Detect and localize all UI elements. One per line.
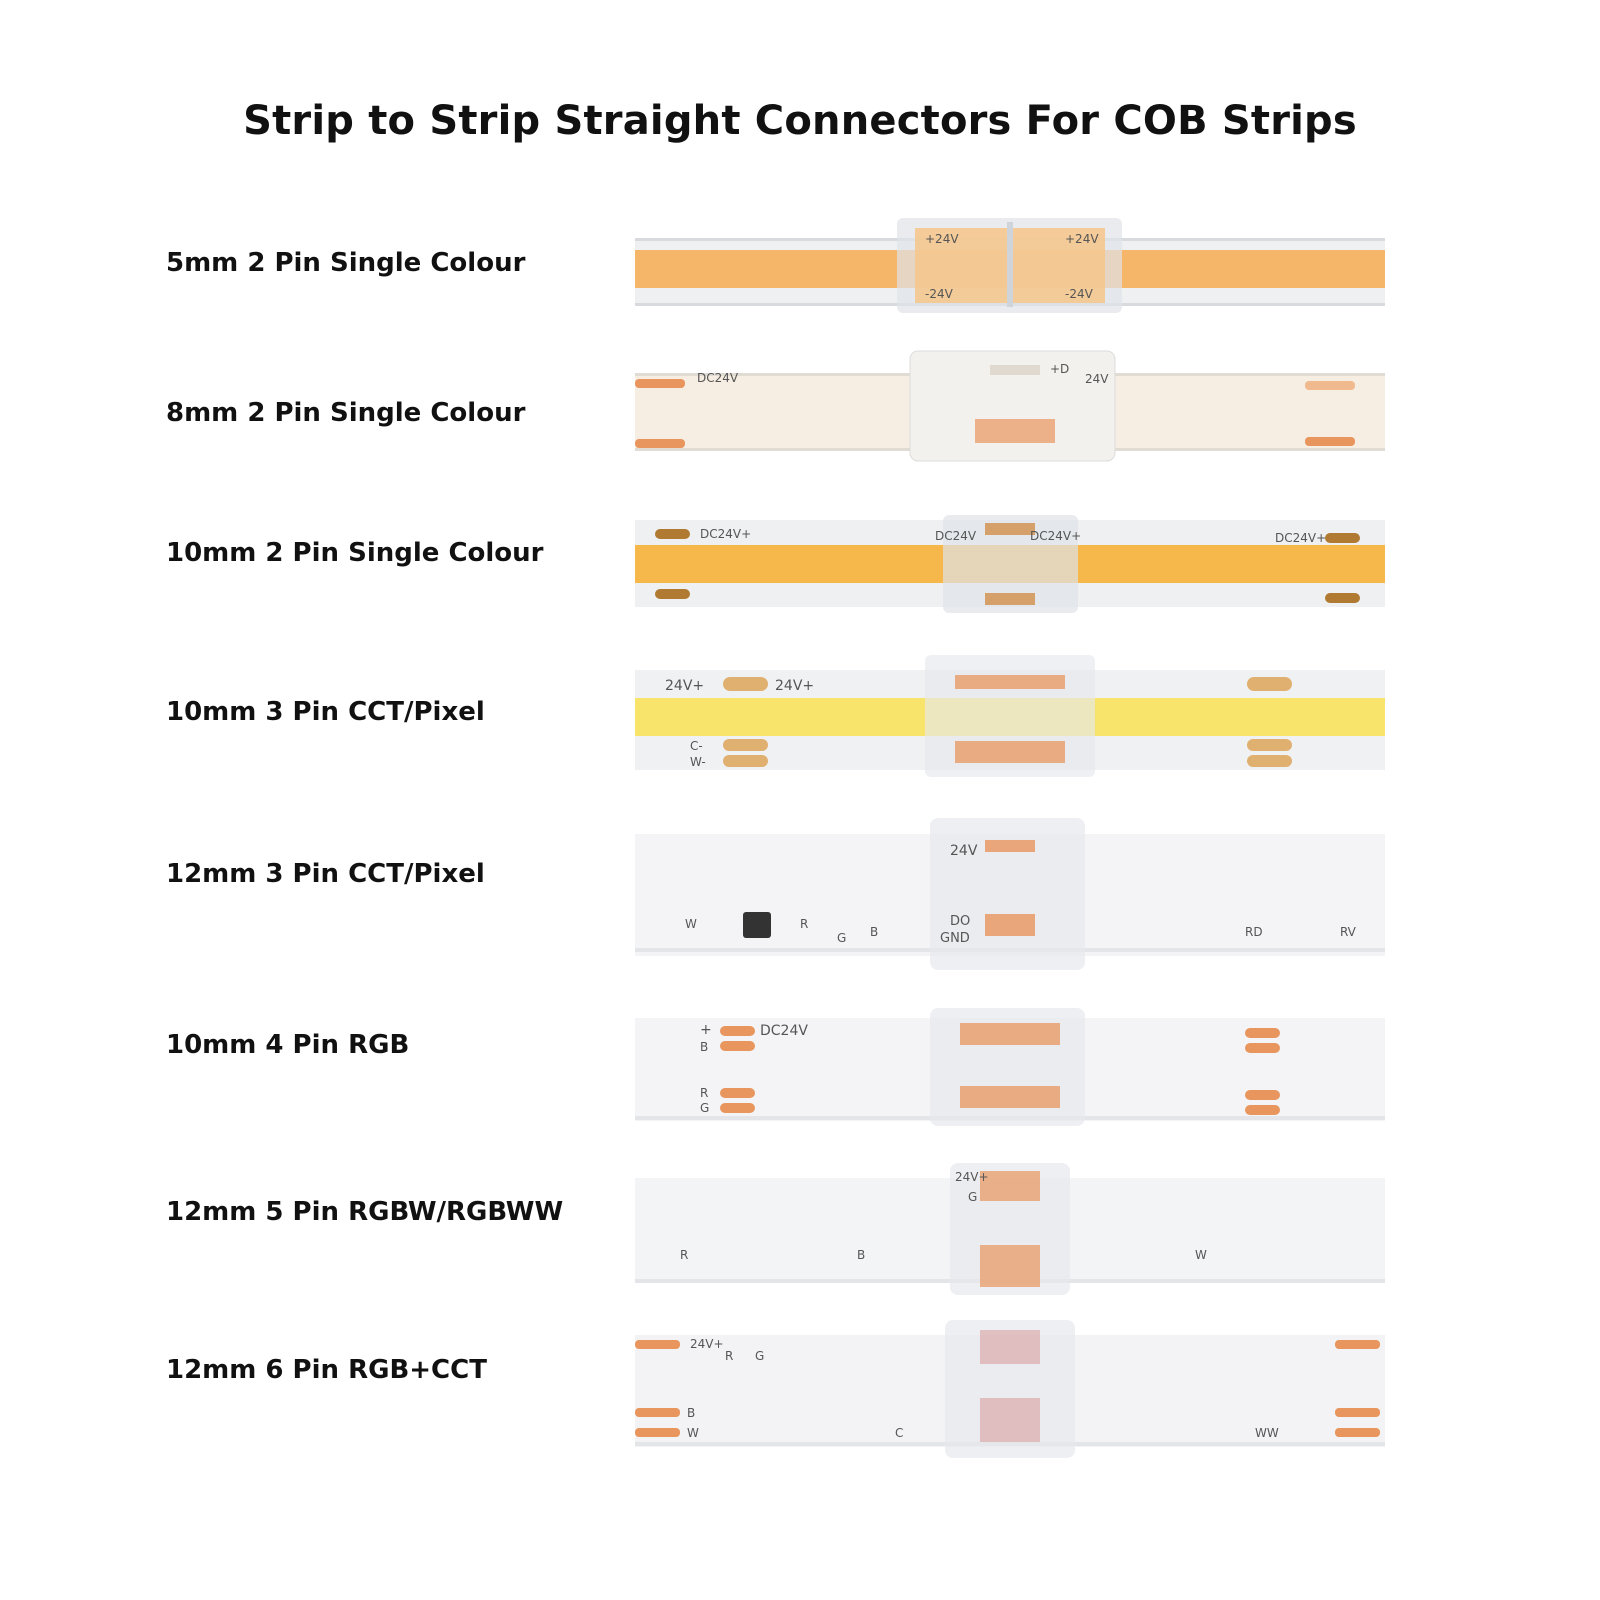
row-label-12mm-3pin: 12mm 3 Pin CCT/Pixel — [166, 859, 485, 889]
row-label-8mm-2pin: 8mm 2 Pin Single Colour — [166, 398, 526, 428]
pin-label: W — [687, 1426, 699, 1440]
pin-label: 24V+ — [775, 678, 814, 694]
row-label-12mm-5pin: 12mm 5 Pin RGBW/RGBWW — [166, 1197, 564, 1227]
strip-image-10mm-2pin: DC24V+ DC24V+ DC24V DC24V+ — [635, 515, 1385, 613]
pin-label: +D — [1050, 362, 1069, 376]
pin-label: DO — [950, 914, 970, 929]
row-label-10mm-3pin: 10mm 3 Pin CCT/Pixel — [166, 697, 485, 727]
pin-label: GND — [940, 931, 970, 946]
pin-label: 24V — [950, 843, 978, 859]
pin-label: C- — [690, 739, 703, 753]
pin-label: G — [755, 1349, 764, 1363]
pin-label: C — [895, 1426, 903, 1440]
pin-label: DC24V — [760, 1023, 808, 1039]
pin-label: 24V+ — [955, 1170, 989, 1184]
pin-label: R — [680, 1248, 688, 1262]
pin-label: DC24V+ — [700, 527, 751, 541]
pin-label: + — [700, 1022, 712, 1038]
pin-label: B — [857, 1248, 865, 1262]
pin-label: DC24V — [935, 529, 977, 543]
pin-label: 24V+ — [665, 678, 704, 694]
pin-label: R — [800, 917, 808, 931]
strip-image-5mm-2pin: +24V +24V -24V -24V — [635, 218, 1385, 313]
strip-image-12mm-6pin: 24V+ R G B W C WW — [635, 1320, 1385, 1458]
pin-label: WW — [1255, 1426, 1279, 1440]
row-label-12mm-6pin: 12mm 6 Pin RGB+CCT — [166, 1355, 487, 1385]
strip-image-12mm-3pin: 24V DO GND W R G B RD RV — [635, 818, 1385, 970]
pin-label: DC24V+ — [1030, 529, 1081, 543]
pin-label: +24V — [925, 232, 959, 246]
pin-label: RV — [1340, 925, 1357, 939]
row-label-10mm-2pin: 10mm 2 Pin Single Colour — [166, 538, 544, 568]
pin-label: +24V — [1065, 232, 1099, 246]
strip-image-12mm-5pin: 24V+ G R B W — [635, 1163, 1385, 1295]
strip-image-10mm-3pin: 24V+ 24V+ C- W- — [635, 655, 1385, 777]
row-label-5mm-2pin: 5mm 2 Pin Single Colour — [166, 248, 526, 278]
strip-image-10mm-4pin: + DC24V B R G — [635, 1008, 1385, 1126]
pin-label: G — [837, 931, 846, 945]
pin-label: R — [700, 1086, 708, 1100]
pin-label: 24V+ — [690, 1337, 724, 1351]
pin-label: DC24V+ — [1275, 531, 1326, 545]
strip-image-8mm-2pin: DC24V +D 24V — [635, 350, 1385, 462]
pin-label: -24V — [925, 287, 954, 301]
page-title: Strip to Strip Straight Connectors For C… — [243, 98, 1357, 144]
pin-label: W- — [690, 755, 706, 769]
pin-label: G — [968, 1190, 977, 1204]
pin-label: RD — [1245, 925, 1263, 939]
row-label-10mm-4pin: 10mm 4 Pin RGB — [166, 1030, 410, 1060]
pin-label: G — [700, 1101, 709, 1115]
pin-label: W — [685, 917, 697, 931]
pin-label: B — [700, 1040, 708, 1054]
pin-label: B — [687, 1406, 695, 1420]
pin-label: DC24V — [697, 371, 739, 385]
pin-label: 24V — [1085, 372, 1109, 386]
pin-label: B — [870, 925, 878, 939]
pin-label: W — [1195, 1248, 1207, 1262]
pin-label: -24V — [1065, 287, 1094, 301]
pin-label: R — [725, 1349, 733, 1363]
